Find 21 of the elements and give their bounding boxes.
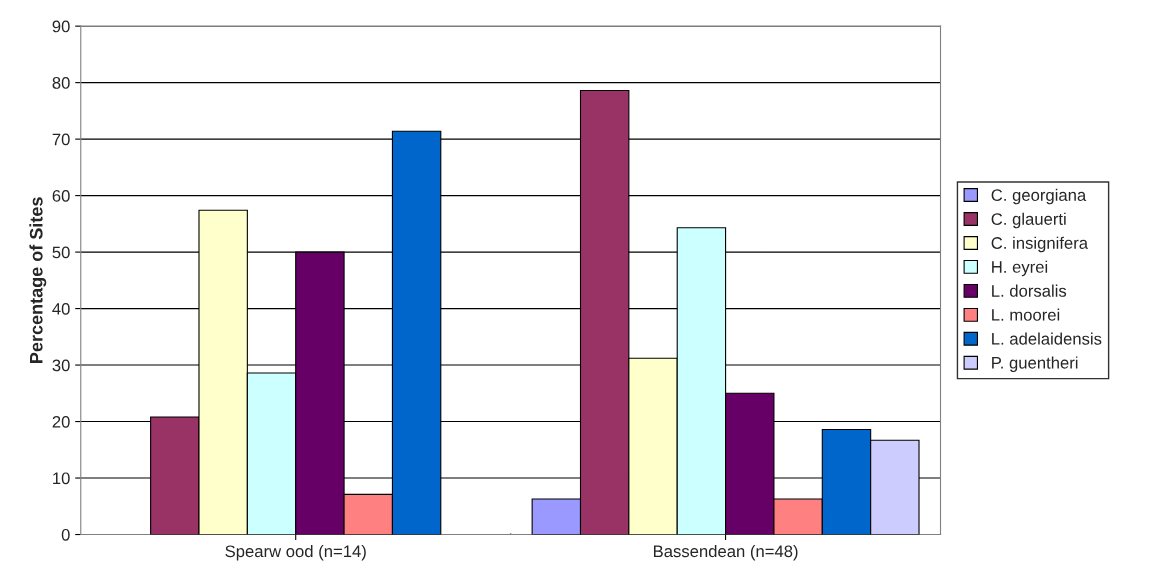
y-tick-label: 20	[52, 415, 70, 428]
legend-label: L. dorsalis	[992, 284, 1067, 297]
y-tick-label: 30	[52, 359, 70, 372]
legend-label: H. eyrei	[992, 260, 1048, 277]
legend-label: C. glauerti	[991, 212, 1066, 229]
y-tick-label: 0	[61, 528, 70, 541]
y-tick-label: 40	[52, 302, 70, 315]
legend-label: L. moorei	[992, 308, 1060, 321]
y-tick-label: 90	[52, 20, 70, 33]
legend-label: C. insignifera	[991, 236, 1089, 253]
y-axis-title: Percentage of Sites	[29, 197, 47, 363]
x-tick-label: Bassendean (n=48)	[653, 544, 798, 561]
legend-label: L. adelaidensis	[992, 332, 1102, 345]
y-tick-label: 50	[52, 246, 70, 259]
y-tick-label: 80	[52, 77, 70, 89]
legend-label: P. guentheri	[992, 356, 1078, 372]
y-tick-label: 10	[53, 472, 70, 485]
x-tick-label: Spearw ood (n=14)	[225, 544, 366, 561]
y-tick-label: 70	[52, 133, 70, 146]
legend-label: C. georgiana	[991, 188, 1087, 205]
y-tick-label: 60	[52, 190, 70, 202]
